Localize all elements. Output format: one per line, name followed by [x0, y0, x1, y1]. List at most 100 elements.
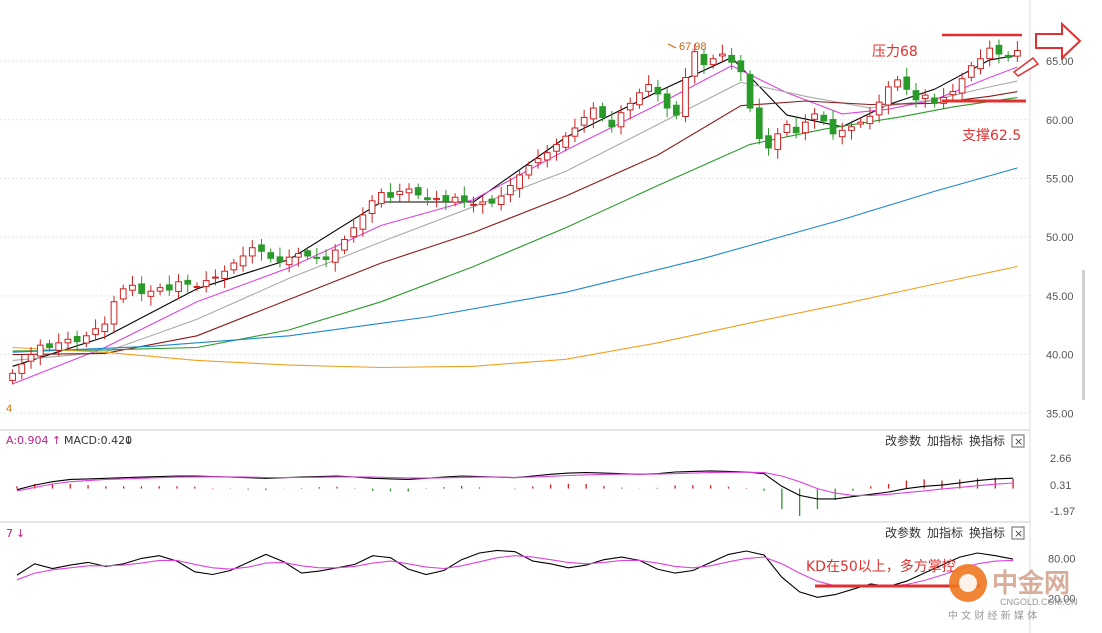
candle-body-95 [884, 86, 892, 106]
candle-body-43 [405, 188, 413, 194]
candle-body-63 [589, 107, 597, 120]
macd-toolbar: 改参数 加指标 换指标 × [885, 433, 1025, 448]
candle-body-9 [92, 328, 99, 335]
candle-body-86 [802, 121, 809, 134]
candle-body-32 [304, 250, 311, 257]
candle-body-8 [82, 335, 90, 344]
up-arrow-icon: ↑ [52, 434, 61, 447]
candle-body-38 [359, 214, 367, 230]
kd-ytick-1: 20.00 [1048, 594, 1076, 606]
candle-body-89 [829, 119, 837, 135]
kd-close-button[interactable] [1011, 526, 1025, 540]
candle-body-108 [1004, 54, 1012, 59]
candle-body-49 [460, 195, 468, 203]
candle-body-94 [875, 101, 883, 116]
candle-body-50 [470, 203, 477, 206]
resistance-label: 压力68 [872, 44, 918, 60]
candle-body-59 [553, 143, 560, 152]
main-ytick-6: 40.00 [1046, 350, 1074, 362]
support-label: 支撑62.5 [962, 128, 1021, 144]
candle-body-47 [442, 195, 450, 202]
kd-change-params-button[interactable]: 改参数 [885, 525, 921, 540]
kd-add-indicator-button[interactable]: 加指标 [927, 525, 963, 540]
candle-body-84 [783, 123, 791, 133]
candle-body-98 [912, 90, 920, 101]
candle-body-26 [248, 247, 256, 257]
candle-body-106 [986, 47, 994, 60]
macd-ytick-2: -1.97 [1050, 506, 1075, 518]
candle-body-73 [682, 77, 689, 117]
candle-body-72 [672, 104, 680, 116]
down-arrow-icon: ↓ [16, 527, 25, 540]
candle-body-10 [101, 323, 109, 333]
candle-body-57 [534, 158, 542, 164]
main-ytick-7: 35.00 [1046, 408, 1074, 420]
macd-change-params-button[interactable]: 改参数 [885, 433, 921, 448]
macd-switch-indicator-button[interactable]: 换指标 [969, 433, 1005, 448]
candle-body-33 [313, 256, 321, 259]
watermark-slogan: 中 文 财 经 新 媒 体 [948, 609, 1037, 622]
macd-legend-a: A:0.904 [6, 434, 49, 447]
candle-body-13 [129, 284, 136, 291]
candle-body-2 [27, 354, 35, 362]
macd-close-button[interactable] [1011, 434, 1025, 448]
candles [9, 39, 1021, 385]
peak-label: 67.98 [679, 41, 707, 53]
candle-body-70 [654, 86, 662, 95]
candle-body-35 [331, 249, 339, 263]
ma-line-5 [12, 167, 1018, 353]
candle-body-39 [368, 200, 376, 214]
down-arrow-icon: ↓ [124, 434, 133, 447]
candle-body-5 [55, 342, 63, 351]
candle-body-41 [387, 192, 394, 198]
candle-body-99 [921, 94, 929, 99]
candle-body-88 [820, 114, 828, 122]
candle-body-64 [599, 106, 606, 118]
ma-line-4 [12, 96, 1018, 352]
macd-plot [16, 470, 1014, 516]
candle-body-87 [811, 113, 818, 120]
candle-body-91 [848, 126, 855, 131]
candle-body-40 [377, 192, 385, 205]
candle-body-83 [774, 133, 782, 150]
candle-body-100 [931, 97, 938, 104]
macd-dif-line [16, 470, 1014, 500]
main-ytick-5: 45.00 [1046, 291, 1074, 303]
candle-body-65 [608, 119, 616, 128]
candle-body-58 [543, 152, 551, 161]
candle-body-71 [663, 93, 671, 109]
candle-body-109 [1014, 50, 1021, 57]
kd-y-axis: 80.00 20.00 [1048, 553, 1076, 605]
candle-body-4 [46, 343, 53, 349]
ma-line-6 [12, 265, 1018, 369]
macd-dea-line [16, 471, 1014, 496]
kd-switch-indicator-button[interactable]: 换指标 [969, 525, 1005, 540]
candle-body-85 [792, 126, 800, 134]
candle-body-48 [451, 196, 459, 203]
candle-body-19 [184, 279, 192, 285]
left-marker: 4 [6, 403, 12, 415]
main-ytick-4: 50.00 [1046, 232, 1074, 244]
candle-body-107 [995, 44, 1003, 55]
watermark-brand: 中金网 [992, 568, 1070, 599]
candle-body-23 [221, 270, 228, 279]
candle-body-1 [18, 363, 26, 374]
candle-body-29 [276, 256, 284, 263]
candle-body-102 [949, 91, 957, 96]
candle-body-20 [193, 285, 201, 288]
main-grid [0, 60, 1030, 414]
watermark-domain: CNGOLD.COM.CN [1000, 597, 1078, 607]
scrollbar-thumb[interactable] [1082, 270, 1085, 400]
main-ytick-1: 65.00 [1046, 56, 1074, 68]
candle-body-16 [156, 287, 164, 292]
candle-body-104 [967, 65, 975, 78]
candle-body-18 [175, 281, 182, 292]
candle-body-55 [516, 174, 523, 189]
macd-add-indicator-button[interactable]: 加指标 [927, 433, 963, 448]
candle-body-21 [202, 280, 210, 287]
candle-body-96 [894, 79, 901, 88]
candle-body-27 [258, 244, 265, 252]
main-ytick-3: 55.00 [1046, 173, 1074, 185]
candle-body-3 [36, 344, 44, 357]
